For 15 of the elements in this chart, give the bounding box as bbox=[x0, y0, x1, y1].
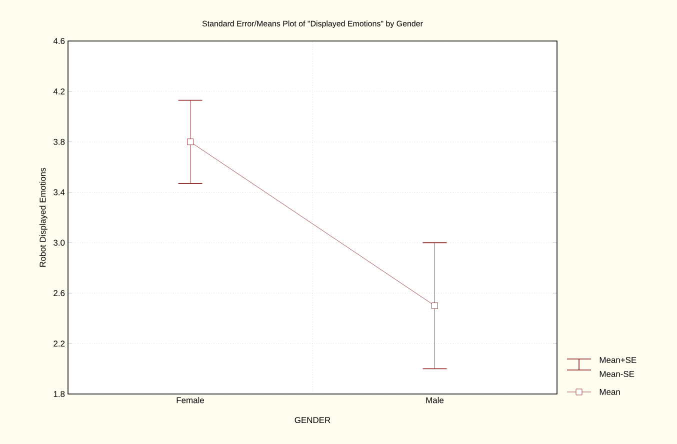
text: Mean+SE bbox=[600, 356, 636, 363]
y-tick-label: 2.2 bbox=[54, 340, 65, 347]
legend-label: Mean bbox=[600, 389, 620, 395]
y-axis-title: Robot Displayed Emotions bbox=[39, 168, 48, 267]
y-tick-label: 4.2 bbox=[53, 88, 65, 94]
y-tick-label: 3.8 bbox=[54, 138, 65, 145]
y-tick-label: 2.6 bbox=[54, 290, 65, 296]
y-tick-label: 3.0 bbox=[54, 240, 65, 246]
text: Mean-SE bbox=[600, 370, 634, 377]
y-tick-label: 3.4 bbox=[54, 189, 65, 196]
y-tick-label: 4.6 bbox=[53, 38, 65, 44]
x-tick-label: Male bbox=[426, 397, 444, 404]
y-tick-label: 1.8 bbox=[54, 390, 65, 397]
x-axis-title: GENDER bbox=[294, 417, 330, 424]
x-tick-label: Female bbox=[176, 397, 204, 404]
